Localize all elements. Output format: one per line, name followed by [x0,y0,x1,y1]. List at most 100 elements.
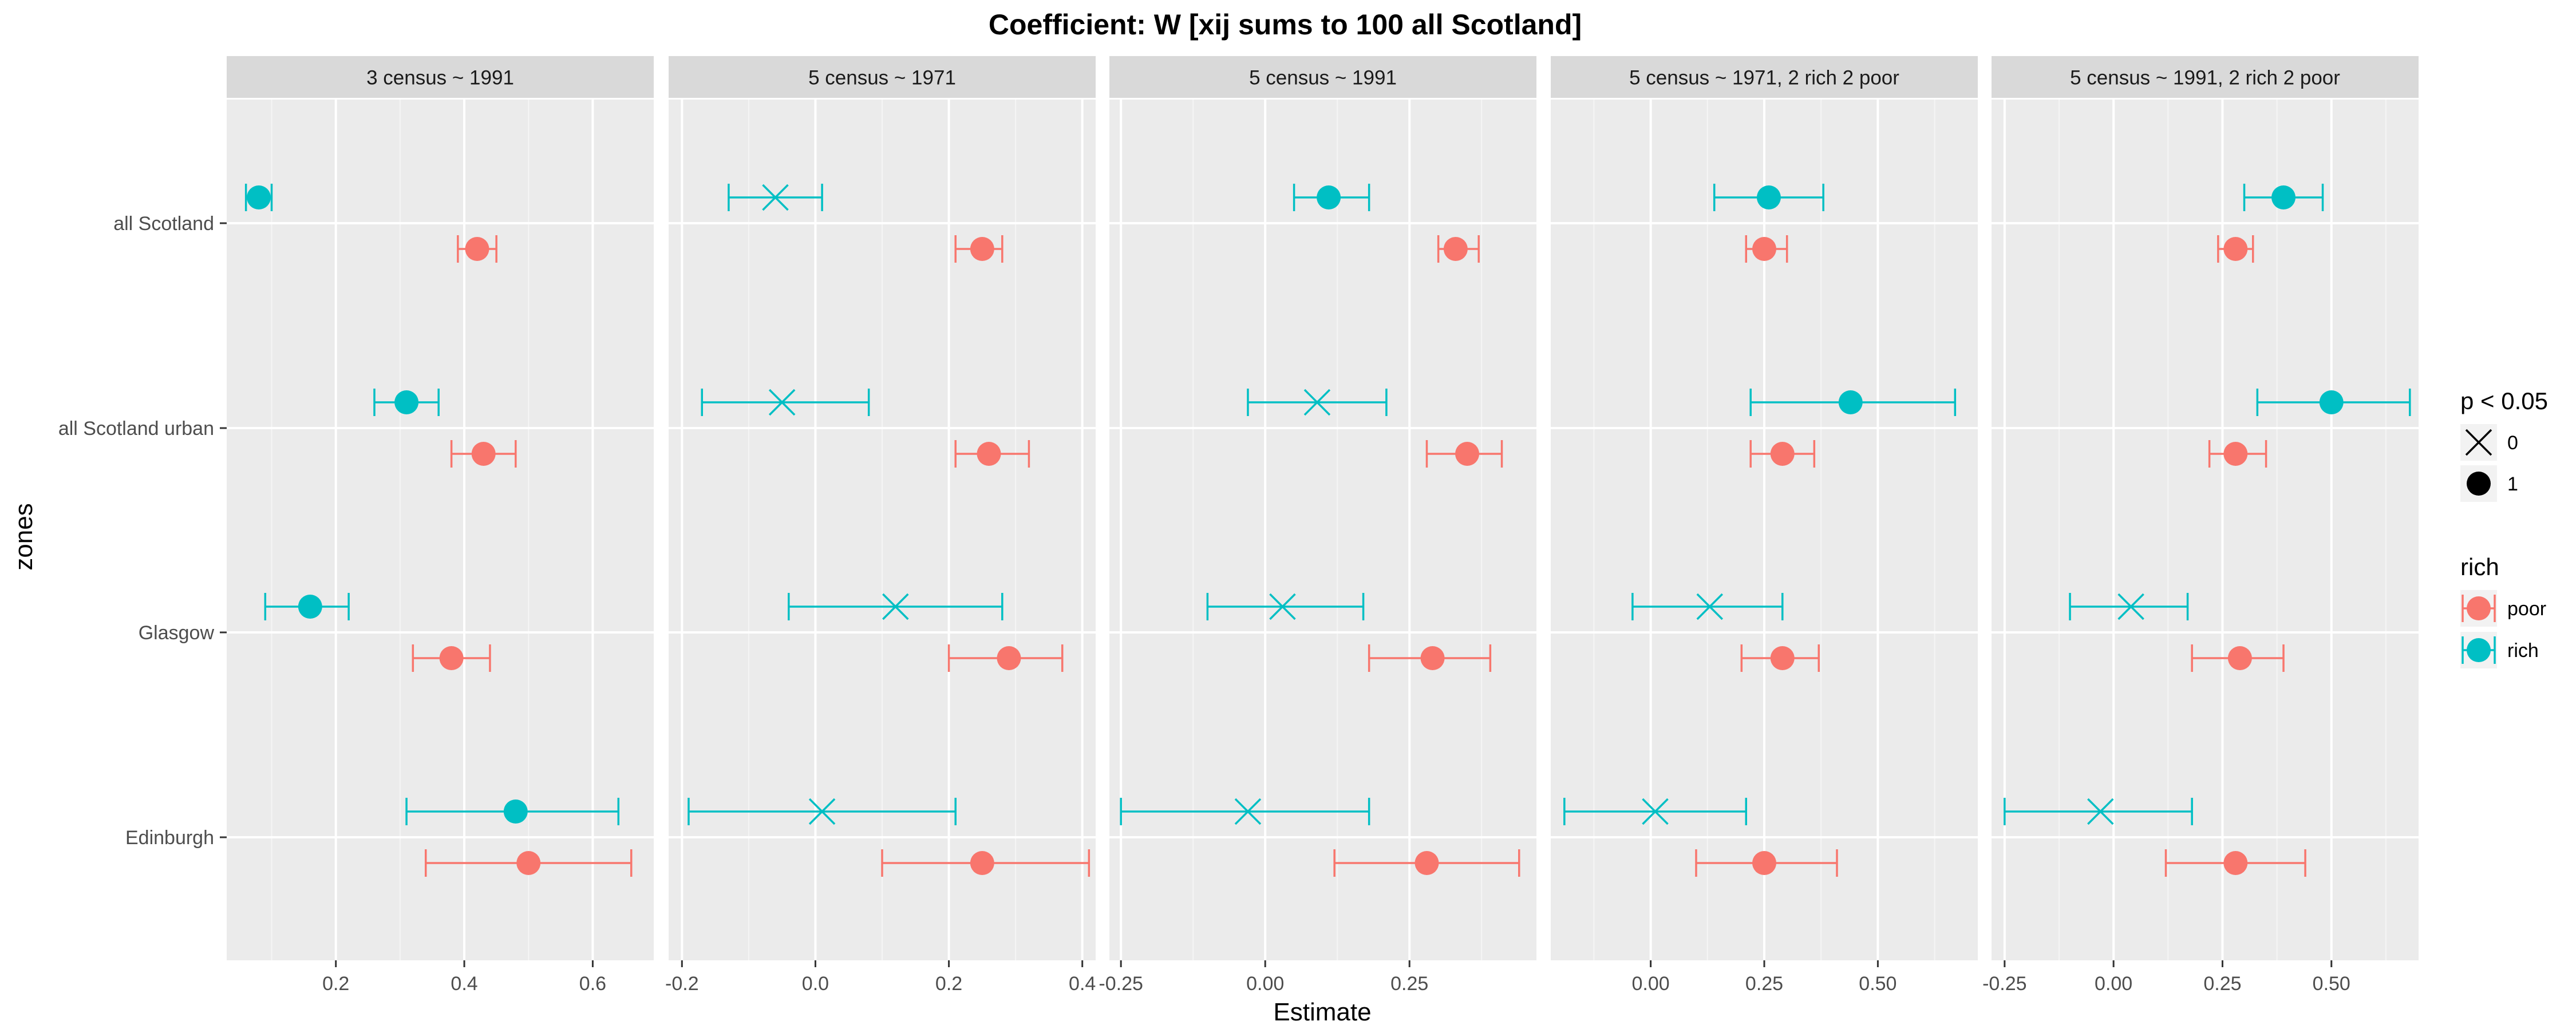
error-bar-rich [1120,798,1370,825]
error-bar-poor [2217,235,2254,263]
error-bar-poor [2164,849,2306,877]
cross-stroke [882,593,909,620]
error-bar-poor [412,644,491,672]
x-tick-label: 0.25 [1390,973,1428,995]
cross-stroke [762,184,789,211]
estimate-point-significant [1770,646,1795,670]
estimate-point-significant [298,595,322,619]
estimate-point-nonsignificant [1642,798,1669,825]
estimate-point-nonsignificant [2087,798,2114,825]
cross-stroke [2117,593,2144,620]
estimate-point-significant [247,185,271,209]
x-tick-label: 0.50 [2313,973,2350,995]
estimate-point-nonsignificant [2117,593,2144,620]
x-tick-label: 0.2 [322,973,349,995]
cross-stroke [1269,593,1296,620]
cross-stroke [1303,389,1331,416]
error-bar-rich [1206,593,1365,620]
cross-stroke [808,798,836,825]
facet-panels: 3 census ~ 1991 0.2 0.4 0.6 5 census ~ 1971 -… [227,56,2419,995]
cross-stroke [2465,429,2492,456]
estimate-point-significant [1415,851,1439,875]
legend-color-title: rich [2460,553,2499,580]
estimate-point-significant [2223,442,2248,466]
panel-background [227,100,654,960]
facet-strip [669,56,1096,98]
estimate-point-nonsignificant [1696,593,1724,620]
error-bar-rich [728,184,823,211]
facet-strip-label: 5 census ~ 1991 [1249,67,1397,89]
estimate-point-nonsignificant [882,593,909,620]
error-bar-rich [244,184,273,211]
error-bar-poor [1368,644,1492,672]
x-tick-label: -0.25 [1099,973,1143,995]
error-bar-rich [701,389,870,416]
facet-panel: 5 census ~ 1971 -0.2 0.0 0.2 0.4 [665,56,1096,995]
x-tick-label: 0.00 [2095,973,2132,995]
x-tick-label: -0.25 [1982,973,2027,995]
facet-strip-label: 5 census ~ 1971, 2 rich 2 poor [1629,67,1899,89]
legend-circle [2467,638,2491,662]
estimate-point-significant [1455,442,1480,466]
estimate-point-significant [1420,646,1445,670]
x-tick-label: -0.2 [665,973,699,995]
error-bar-rich [2004,798,2193,825]
error-bar-rich [264,593,350,620]
error-bar-rich [405,798,620,825]
y-axis-title: zones [10,503,38,570]
error-bar-poor [881,849,1091,877]
facet-strip-label: 5 census ~ 1971 [808,67,956,89]
cross-stroke [1642,798,1669,825]
error-bar-rich [1713,184,1824,211]
estimate-point-significant [2319,390,2344,414]
facet-panel: 5 census ~ 1971, 2 rich 2 poor 0.00 0.25 0.… [1551,56,1978,995]
estimate-point-significant [439,646,464,670]
facet-strip [1109,56,1536,98]
estimate-point-significant [1443,237,1468,261]
cross-stroke [2087,798,2114,825]
error-bar-rich [688,798,957,825]
estimate-point-nonsignificant [1234,798,1262,825]
estimate-point-nonsignificant [1269,593,1296,620]
x-tick-label: 0.25 [2203,973,2241,995]
legend-key-circle [2460,465,2497,502]
estimate-point-nonsignificant [1303,389,1331,416]
facet-panel: 3 census ~ 1991 0.2 0.4 0.6 [227,56,654,995]
estimate-point-significant [1752,851,1776,875]
estimate-point-significant [1770,442,1795,466]
estimate-point-significant [2227,646,2252,670]
y-tick-label: all Scotland urban [58,418,214,440]
error-bar-poor [457,235,497,263]
error-bar-rich [1631,593,1784,620]
facet-strip [227,56,654,98]
y-tick-label: Edinburgh [125,827,214,849]
error-bar-rich [1749,389,1957,416]
error-bar-rich [373,389,440,416]
error-bar-poor [954,440,1030,468]
facet-panel: 5 census ~ 1991, 2 rich 2 poor -0.25 0.00 0… [1982,56,2419,995]
estimate-point-significant [997,646,1021,670]
error-bar-rich [1563,798,1748,825]
facet-panel: 5 census ~ 1991 -0.25 0.00 0.25 [1099,56,1536,995]
cross-stroke [1696,593,1724,620]
error-bar-rich [1293,184,1370,211]
x-axis-title: Estimate [1273,998,1371,1026]
x-tick-label: 0.25 [1745,973,1783,995]
estimate-point-significant [516,851,541,875]
x-tick-label: 0.6 [579,973,606,995]
estimate-point-significant [465,237,489,261]
x-tick-label: 0.4 [451,973,477,995]
legend-color-label: rich [2507,640,2539,662]
x-tick-label: 0.50 [1859,973,1897,995]
x-tick-label: 0.00 [1632,973,1670,995]
y-axis: all Scotland all Scotland urban Glasgow Edi… [58,213,227,849]
legend-key-poor [2460,590,2497,627]
estimate-point-significant [970,237,994,261]
legend-circle [2467,472,2491,496]
estimate-point-nonsignificant [768,389,796,416]
estimate-point-significant [2271,185,2296,209]
facet-strip [1551,56,1978,98]
y-tick-label: Glasgow [139,622,215,644]
y-tick-label: all Scotland [113,213,214,235]
